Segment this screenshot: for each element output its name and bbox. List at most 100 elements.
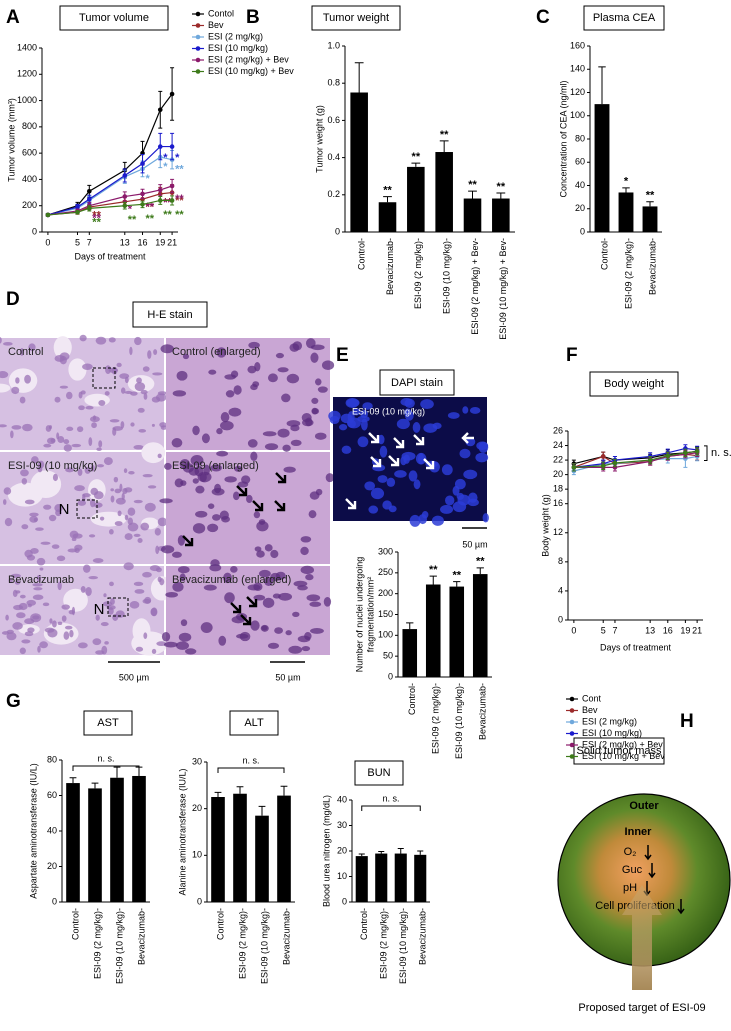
nucleus xyxy=(314,432,327,440)
nucleus xyxy=(293,580,308,587)
nucleus xyxy=(155,567,162,573)
image-label: ESI-09 (enlarged) xyxy=(172,460,259,472)
marker xyxy=(87,196,92,202)
y-tick-label: 24 xyxy=(553,440,563,450)
legend-marker xyxy=(569,731,575,736)
marker xyxy=(683,450,688,456)
nucleus xyxy=(52,620,57,628)
chart-title: Tumor weight xyxy=(323,12,389,24)
legend-label: Bev xyxy=(582,705,598,715)
nucleus xyxy=(300,536,312,543)
nucleus xyxy=(314,378,322,386)
nucleus xyxy=(140,389,148,395)
scale-label: 500 µm xyxy=(119,672,149,682)
nucleus xyxy=(71,443,82,448)
nucleus xyxy=(300,565,315,575)
nucleus xyxy=(465,437,476,447)
nucleus xyxy=(310,628,324,634)
annotation: n. s. xyxy=(97,753,114,763)
arrow xyxy=(246,596,258,608)
marker xyxy=(600,463,606,469)
nucleus xyxy=(364,481,376,491)
nucleus xyxy=(134,382,146,392)
nucleus xyxy=(431,515,444,526)
bracket xyxy=(217,767,285,773)
significance: ** xyxy=(175,195,184,207)
x-tick-label: Control- xyxy=(70,908,80,940)
nucleus xyxy=(0,371,9,379)
nucleus xyxy=(256,520,269,532)
nucleus xyxy=(250,384,258,391)
nucleus xyxy=(32,583,43,587)
nucleus xyxy=(357,436,369,448)
nucleus xyxy=(290,439,302,447)
nucleus xyxy=(19,396,26,404)
y-tick-label: 100 xyxy=(378,630,393,640)
nucleus xyxy=(29,512,39,517)
nucleus xyxy=(64,625,73,630)
nucleus xyxy=(182,463,194,473)
nucleus xyxy=(92,558,104,563)
nucleus xyxy=(52,473,58,482)
nucleus xyxy=(14,580,21,585)
x-axis-label: Days of treatment xyxy=(74,251,146,261)
nucleus xyxy=(24,374,31,384)
nucleus xyxy=(65,391,73,400)
nucleus xyxy=(133,533,141,538)
error-bar xyxy=(378,851,385,854)
nucleus xyxy=(408,470,418,482)
nucleus xyxy=(241,475,251,484)
nucleus xyxy=(98,440,103,448)
error-bar xyxy=(646,201,654,207)
nucleus xyxy=(103,593,107,598)
significance: ** xyxy=(497,181,506,193)
panel-letter: F xyxy=(566,345,578,366)
nucleus xyxy=(297,635,311,643)
nucleus xyxy=(127,517,133,525)
nucleus xyxy=(108,529,114,535)
image-label: Bevacizumab xyxy=(8,574,74,586)
nucleus xyxy=(109,581,114,587)
y-tick-label: 150 xyxy=(378,609,393,619)
nucleus xyxy=(258,569,271,578)
x-tick-label: 0 xyxy=(571,625,576,635)
y-tick-label: 600 xyxy=(22,148,37,158)
nucleus xyxy=(228,407,242,417)
y-tick-label: 60 xyxy=(47,790,57,800)
panel-letter: C xyxy=(536,7,550,28)
title-box xyxy=(379,369,455,396)
nucleus xyxy=(412,422,421,433)
bar xyxy=(66,783,80,902)
nucleus xyxy=(33,587,43,591)
legend-marker xyxy=(195,34,201,40)
nucleus xyxy=(233,385,242,395)
bar xyxy=(277,795,291,902)
nucleus xyxy=(301,645,311,652)
nucleus xyxy=(88,437,93,447)
nucleus xyxy=(394,470,407,478)
nucleus xyxy=(134,336,142,346)
x-tick-label: 13 xyxy=(120,237,130,247)
image-label: ESI-09 (10 mg/kg) xyxy=(352,406,425,416)
nucleus xyxy=(224,592,235,604)
nucleus xyxy=(124,390,133,394)
bar xyxy=(378,202,397,232)
nucleus xyxy=(77,468,83,476)
nucleus xyxy=(147,350,152,359)
y-axis-label: Aspartate aminotransferase (IU/L) xyxy=(28,763,38,899)
nucleus xyxy=(57,436,65,443)
nucleus xyxy=(305,574,314,581)
x-tick-label: 19 xyxy=(680,625,690,635)
nucleus xyxy=(116,362,122,368)
nucleus xyxy=(264,443,279,451)
x-tick-label: ESI-09 (2 mg/kg)- xyxy=(413,238,423,309)
y-axis-label: Tumor weight (g) xyxy=(314,105,324,173)
nucleus xyxy=(137,538,143,544)
significance: ** xyxy=(429,564,438,576)
marker xyxy=(75,209,80,215)
panel-letter: G xyxy=(6,691,21,712)
zone-label: Outer xyxy=(629,800,659,812)
nucleus xyxy=(175,641,189,650)
nucleus xyxy=(89,416,100,423)
image-label: Control xyxy=(8,346,43,358)
